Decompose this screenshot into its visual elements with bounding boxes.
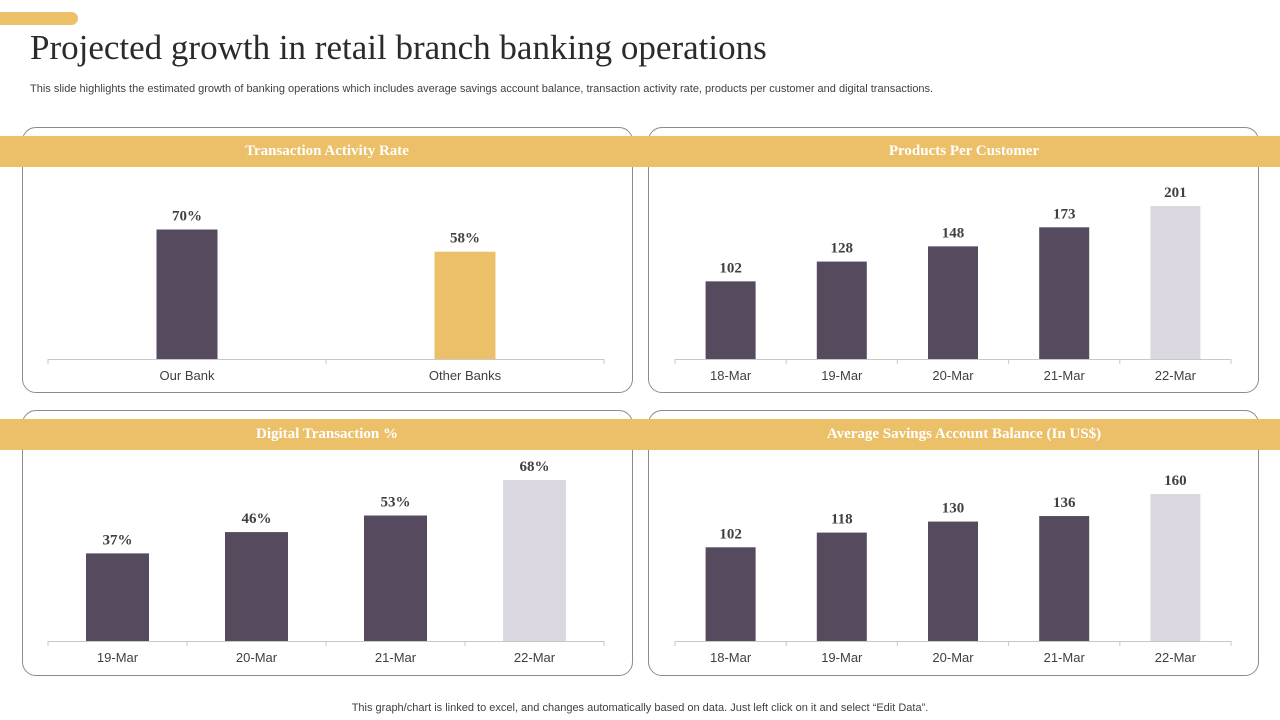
page-title: Projected growth in retail branch bankin…: [30, 28, 767, 67]
bar-products-1[interactable]: [816, 261, 867, 359]
bar-products-0[interactable]: [705, 281, 756, 359]
bar-digital-1[interactable]: [225, 532, 288, 641]
bar-digital-3[interactable]: [503, 480, 566, 641]
accent-pill: [0, 12, 78, 25]
category-label-products-4: 22-Mar: [1155, 368, 1197, 383]
data-label-savings-0: 102: [719, 526, 742, 542]
data-label-digital-2: 53%: [381, 495, 411, 511]
data-label-savings-2: 130: [942, 501, 965, 517]
bar-products-2[interactable]: [928, 246, 978, 359]
data-label-products-3: 173: [1053, 206, 1076, 222]
products-chart-title: Products Per Customer: [648, 136, 1280, 167]
data-label-savings-3: 136: [1053, 495, 1076, 511]
category-label-products-1: 19-Mar: [821, 368, 863, 383]
data-label-savings-4: 160: [1164, 473, 1187, 489]
bar-digital-2[interactable]: [364, 515, 427, 641]
bar-savings-4[interactable]: [1150, 494, 1201, 641]
category-label-products-0: 18-Mar: [710, 368, 752, 383]
category-label-digital-1: 20-Mar: [236, 650, 278, 665]
bar-savings-1[interactable]: [816, 532, 867, 641]
category-label-digital-0: 19-Mar: [97, 650, 139, 665]
category-label-products-3: 21-Mar: [1044, 368, 1086, 383]
savings-chart-title: Average Savings Account Balance (In US$): [648, 419, 1280, 450]
bar-savings-0[interactable]: [705, 547, 756, 641]
category-label-transaction-0: Our Bank: [160, 368, 215, 383]
data-label-digital-1: 46%: [242, 511, 272, 527]
category-label-savings-2: 20-Mar: [932, 650, 974, 665]
bar-products-3[interactable]: [1039, 227, 1090, 359]
category-label-products-2: 20-Mar: [932, 368, 974, 383]
category-label-savings-0: 18-Mar: [710, 650, 752, 665]
category-label-digital-3: 22-Mar: [514, 650, 556, 665]
data-label-products-1: 128: [831, 241, 854, 257]
category-label-savings-3: 21-Mar: [1044, 650, 1086, 665]
category-label-savings-4: 22-Mar: [1155, 650, 1197, 665]
category-label-transaction-1: Other Banks: [429, 368, 502, 383]
data-label-digital-0: 37%: [103, 532, 133, 548]
bar-savings-3[interactable]: [1039, 516, 1090, 641]
bar-transaction-1[interactable]: [434, 251, 496, 359]
data-label-digital-3: 68%: [520, 459, 550, 475]
footer-note: This graph/chart is linked to excel, and…: [351, 702, 929, 714]
category-label-savings-1: 19-Mar: [821, 650, 863, 665]
category-label-digital-2: 21-Mar: [375, 650, 417, 665]
bar-savings-2[interactable]: [928, 521, 978, 641]
data-label-transaction-1: 58%: [450, 231, 480, 247]
data-label-savings-1: 118: [831, 512, 853, 528]
data-label-products-4: 201: [1164, 185, 1187, 201]
bar-digital-0[interactable]: [86, 553, 149, 641]
bar-transaction-0[interactable]: [156, 229, 218, 360]
data-label-transaction-0: 70%: [172, 209, 202, 225]
data-label-products-0: 102: [719, 260, 742, 276]
transaction-chart-title: Transaction Activity Rate: [0, 136, 654, 167]
transaction-panel: [22, 127, 633, 393]
digital-chart-title: Digital Transaction %: [0, 419, 654, 450]
data-label-products-2: 148: [942, 225, 965, 241]
bar-products-4[interactable]: [1150, 206, 1201, 359]
page-subtitle: This slide highlights the estimated grow…: [30, 83, 934, 95]
